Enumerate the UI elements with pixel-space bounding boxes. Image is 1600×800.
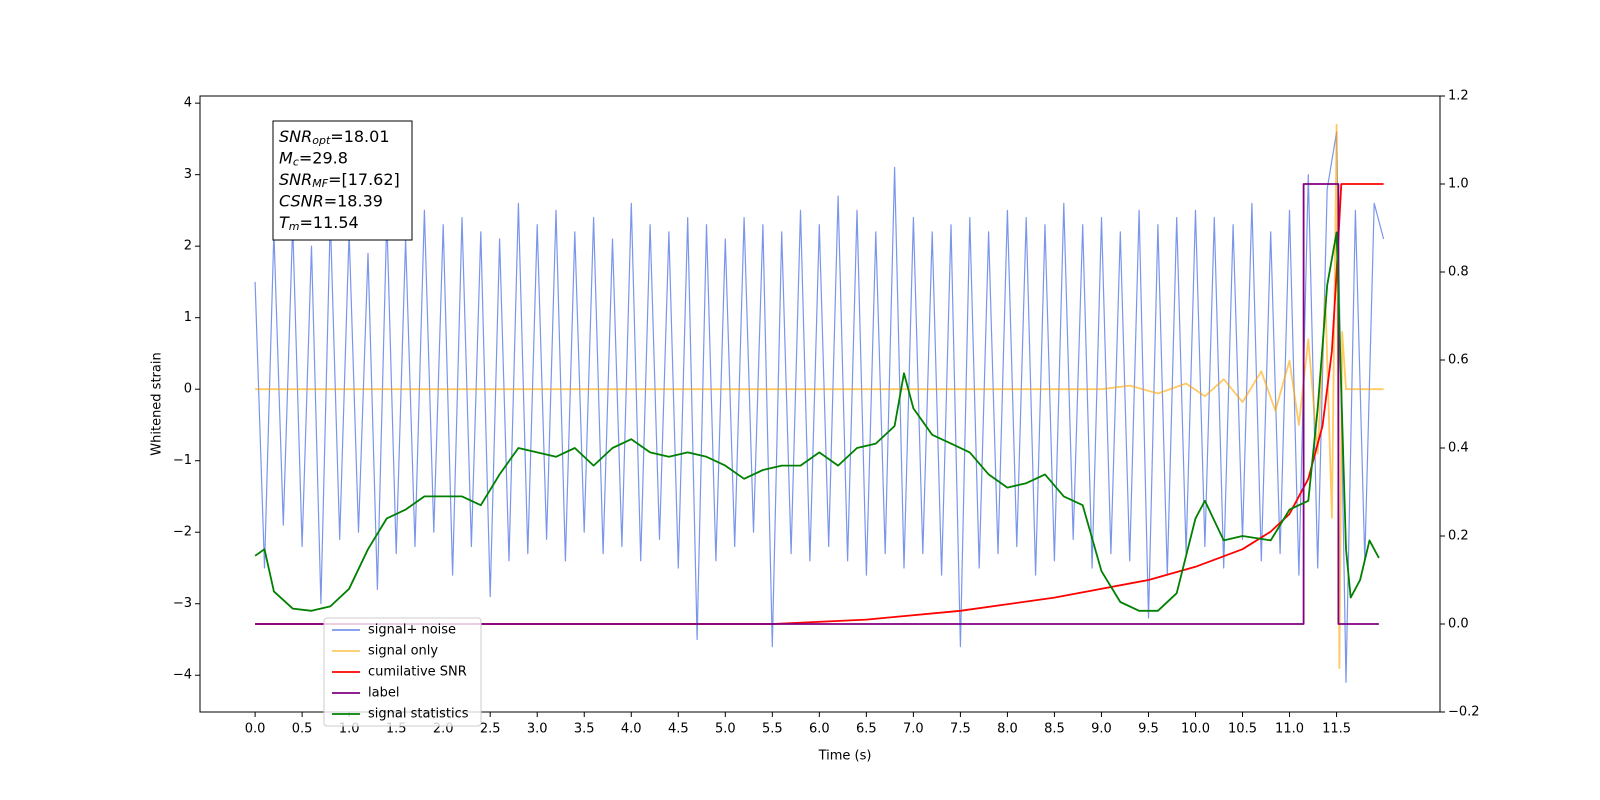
x-tick-label: 10.0 [1181,722,1210,737]
annotation-subscript: MF [312,177,328,190]
legend-label: cumilative SNR [368,665,467,680]
x-tick-label: 6.0 [809,722,830,737]
legend-label: signal only [368,644,438,659]
x-tick-label: 5.5 [762,722,783,737]
annotation-symbol: CSNR [279,191,324,210]
series-line [254,231,1380,612]
annotation-line: Mc=29.8 [279,148,348,169]
annotation-value: =18.39 [324,191,383,210]
x-tick-label: 11.5 [1322,722,1351,737]
x-tick-label: 3.5 [574,722,595,737]
legend-label: label [368,686,399,701]
y-tick-label: −4 [173,668,192,683]
x-tick-label: 2.5 [480,722,501,737]
x-tick-label: 6.5 [856,722,877,737]
y-tick-label: 3 [184,167,192,182]
legend-label: signal statistics [368,707,469,722]
annotation-symbol: M [279,148,293,167]
annotation-symbol: T [279,213,290,232]
annotation-value: =[17.62] [328,170,400,189]
annotation-symbol: SNR [279,170,312,189]
y2-tick-label: 0.6 [1448,353,1469,368]
y-tick-label: 0 [184,382,192,397]
y2-tick-label: 1.0 [1448,177,1469,192]
annotation-value: =11.54 [300,213,359,232]
axes-frame [199,95,1441,713]
x-tick-label: 0.0 [245,722,266,737]
legend-label: signal+ noise [368,623,456,638]
x-tick-label: 9.0 [1091,722,1112,737]
x-tick-label: 4.0 [621,722,642,737]
y2-tick-label: 0.4 [1448,441,1469,456]
series-line [255,123,1384,669]
annotation-line: SNRMF=[17.62] [279,170,400,191]
annotation-value: =18.01 [330,127,389,146]
y-tick-label: −2 [173,525,192,540]
x-tick-label: 4.5 [668,722,689,737]
x-tick-label: 3.0 [527,722,548,737]
y-tick-label: −3 [173,596,192,611]
annotation-line: SNRopt=18.01 [279,127,390,148]
x-tick-label: 7.5 [950,722,971,737]
series-line [254,131,1385,683]
x-tick-label: 0.5 [292,722,313,737]
annotation-subscript: opt [312,134,331,147]
x-tick-label: 10.5 [1228,722,1257,737]
annotation-line: CSNR=18.39 [279,191,383,210]
y2-tick-label: −0.2 [1448,705,1480,720]
y2-tick-label: 0.8 [1448,265,1469,280]
annotation-frame [272,120,413,241]
x-tick-label: 11.0 [1275,722,1304,737]
x-tick-label: 8.5 [1044,722,1065,737]
annotation-symbol: SNR [279,127,312,146]
series-line [255,183,1384,625]
legend-frame [323,617,482,727]
y-tick-label: 4 [184,96,192,111]
annotation-line: Tm=11.54 [279,213,359,234]
y2-tick-label: 0.0 [1448,617,1469,632]
annotation-box: SNRopt=18.01Mc=29.8SNRMF=[17.62]CSNR=18.… [272,120,413,241]
x-axis-label: Time (s) [818,749,872,764]
annotation-subscript: c [293,156,299,169]
plot-area [254,123,1385,683]
y-tick-label: −1 [173,453,192,468]
y2-tick-label: 0.2 [1448,529,1469,544]
y-axis-label: Whitened strain [150,352,165,455]
x-tick-label: 9.5 [1138,722,1159,737]
y-tick-label: 1 [184,310,192,325]
annotation-subscript: m [289,220,300,233]
x-tick-label: 5.0 [715,722,736,737]
y2-tick-label: 1.2 [1448,89,1469,104]
series-line [255,183,1379,625]
legend: signal+ noise signal only cumilative SNR la… [323,617,482,727]
x-tick-label: 7.0 [903,722,924,737]
annotation-value: =29.8 [299,148,348,167]
y-tick-label: 2 [184,239,192,254]
x-tick-label: 8.0 [997,722,1018,737]
